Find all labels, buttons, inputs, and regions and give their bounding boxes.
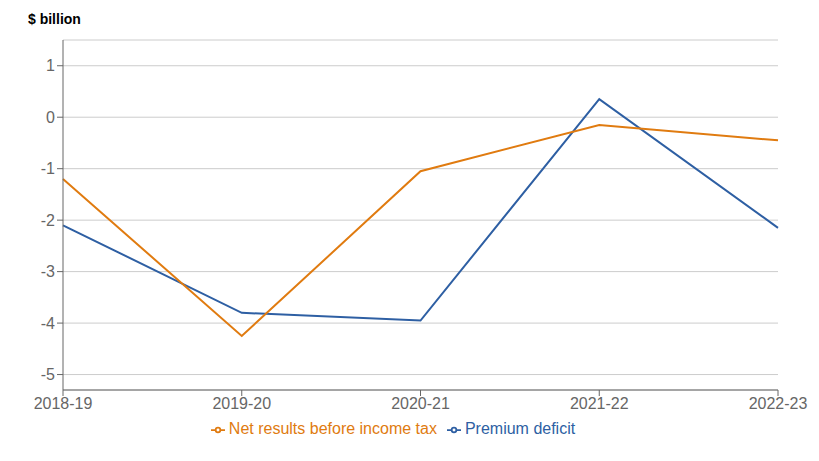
- svg-text:2019-20: 2019-20: [212, 395, 271, 412]
- html-text:Net results before income tax: Net results before income tax: [228, 420, 437, 437]
- svg-text:2022-23: 2022-23: [749, 395, 808, 412]
- svg-text:2018-19: 2018-19: [34, 395, 93, 412]
- svg-text:-4: -4: [41, 315, 55, 332]
- svg-text:-2: -2: [41, 212, 55, 229]
- svg-text:0: 0: [46, 109, 55, 126]
- svg-text:-5: -5: [41, 366, 55, 383]
- svg-text:2021-22: 2021-22: [570, 395, 629, 412]
- svg-text:1: 1: [46, 57, 55, 74]
- svg-text:-3: -3: [41, 263, 55, 280]
- svg-text:-1: -1: [41, 160, 55, 177]
- html-text:$ billion: $ billion: [28, 11, 81, 27]
- svg-text:2020-21: 2020-21: [391, 395, 450, 412]
- html-text:Premium deficit: Premium deficit: [464, 420, 576, 437]
